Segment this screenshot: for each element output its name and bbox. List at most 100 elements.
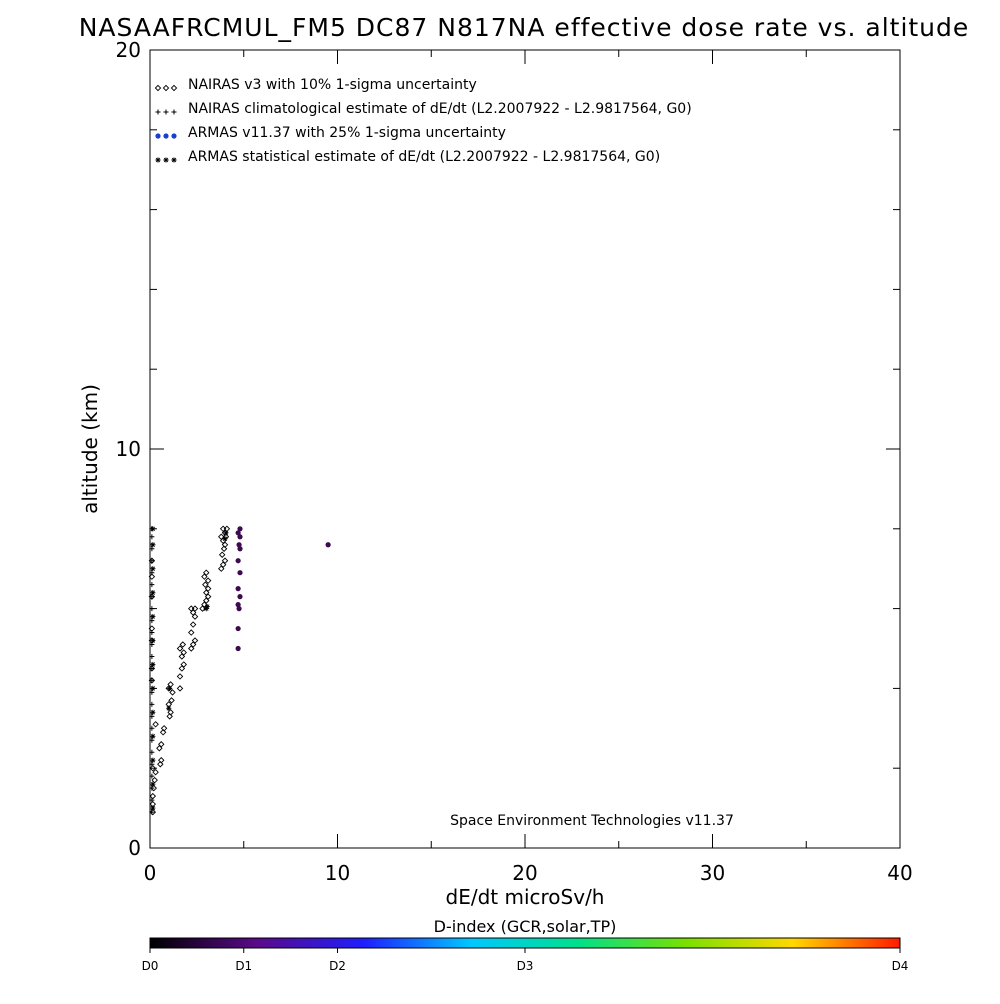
armas-statistical-point — [150, 661, 156, 668]
nairas-climatology-point — [149, 737, 155, 743]
armas-point — [235, 530, 241, 536]
nairas-climatology-point — [149, 642, 155, 648]
nairas-point — [202, 581, 209, 588]
legend-marker — [171, 133, 177, 139]
x-tick-label: 10 — [325, 861, 350, 885]
nairas-point — [180, 649, 187, 656]
y-tick-label: 0 — [128, 836, 141, 860]
armas-statistical-point — [222, 536, 228, 542]
nairas-point — [189, 609, 197, 616]
legend-item: ARMAS statistical estimate of dE/dt (L2.… — [155, 149, 660, 165]
legend-marker — [155, 109, 161, 115]
nairas-climatology-point — [149, 797, 155, 803]
nairas-point — [204, 585, 212, 592]
legend-item: NAIRAS v3 with 10% 1-sigma uncertainty — [154, 77, 477, 93]
nairas-climatology-point — [149, 689, 155, 695]
nairas-point — [219, 525, 227, 533]
nairas-point — [191, 605, 199, 612]
nairas-point — [167, 709, 174, 716]
nairas-climatology-point — [149, 582, 155, 588]
colorbar-label: D1 — [235, 959, 252, 973]
armas-statistical-point — [150, 542, 156, 548]
legend-label: NAIRAS v3 with 10% 1-sigma uncertainty — [188, 77, 477, 93]
armas-statistical-point — [150, 805, 156, 811]
armas-point — [235, 625, 241, 632]
nairas-point — [221, 541, 229, 548]
nairas-climatology-point — [149, 534, 155, 540]
legend-marker — [155, 157, 161, 163]
legend-marker — [170, 84, 178, 92]
nairas-climatology-point — [149, 713, 155, 719]
legend-item: NAIRAS climatological estimate of dE/dt … — [155, 101, 692, 117]
legend-marker — [162, 84, 170, 92]
nairas-point — [156, 745, 163, 752]
nairas-climatology-point — [149, 785, 155, 791]
nairas-point — [158, 741, 165, 748]
nairas-climatology-point — [149, 558, 155, 564]
x-tick-label: 40 — [887, 861, 912, 885]
colorbar-label: D3 — [517, 959, 534, 973]
colorbar-label: D4 — [892, 959, 909, 973]
armas-point — [235, 645, 241, 652]
x-axis-label: dE/dt microSv/h — [446, 885, 605, 909]
nairas-point — [221, 557, 229, 564]
nairas-climatology-point — [149, 809, 155, 815]
nairas-point — [203, 589, 210, 596]
armas-point — [235, 586, 241, 592]
nairas-point — [189, 641, 197, 648]
nairas-point — [176, 673, 184, 680]
nairas-point — [178, 665, 186, 672]
armas-statistical-point — [223, 530, 229, 536]
nairas-point — [204, 577, 212, 584]
nairas-point — [176, 685, 184, 692]
legend-label: ARMAS statistical estimate of dE/dt (L2.… — [188, 149, 660, 165]
nairas-point — [159, 729, 167, 736]
nairas-climatology-point — [149, 665, 155, 671]
axis-tick-labels: 0 10 20 30 40 0 10 20 — [116, 38, 913, 885]
nairas-point — [157, 760, 164, 768]
armas-point — [237, 594, 243, 600]
nairas-point — [168, 697, 175, 704]
nairas-point — [218, 533, 225, 541]
nairas-point — [220, 545, 228, 552]
nairas-point — [191, 613, 199, 620]
nairas-climatology-point — [149, 749, 155, 755]
nairas-climatology-point — [149, 761, 155, 767]
nairas-point — [180, 661, 187, 668]
nairas-point — [160, 725, 168, 732]
nairas-point — [176, 645, 184, 652]
nairas-climatology-point — [149, 594, 155, 600]
legend-marker — [171, 157, 177, 163]
legend-label: NAIRAS climatological estimate of dE/dt … — [188, 101, 692, 117]
armas-statistical-point — [150, 613, 156, 620]
nairas-point — [148, 573, 156, 580]
armas-statistical-point — [150, 566, 156, 572]
armas-statistical-point — [150, 709, 156, 715]
nairas-point — [218, 565, 225, 572]
legend-marker — [163, 133, 169, 139]
armas-statistical-point — [204, 604, 210, 610]
nairas-climatology-point — [149, 701, 155, 707]
colorbar-labels: D0 D1 D2 D3 D4 — [142, 948, 909, 973]
plot-frame — [149, 49, 901, 849]
colorbar-label: D2 — [329, 959, 346, 973]
armas-statistical-point — [167, 685, 173, 691]
nairas-point — [201, 573, 208, 580]
armas-statistical-point — [150, 757, 156, 763]
nairas-point — [166, 713, 173, 720]
nairas-point — [188, 629, 195, 636]
nairas-climatology-point — [149, 653, 155, 659]
legend: NAIRAS v3 with 10% 1-sigma uncertainty NA… — [154, 77, 692, 165]
nairas-point — [148, 677, 156, 684]
armas-point — [325, 542, 331, 548]
axis-ticks — [149, 49, 901, 849]
nairas-point — [149, 808, 157, 816]
nairas-point — [204, 593, 212, 600]
nairas-point — [189, 621, 197, 628]
legend-marker — [163, 109, 169, 115]
armas-statistical-point — [150, 637, 156, 644]
y-tick-label: 10 — [116, 437, 141, 461]
nairas-point — [169, 689, 176, 696]
